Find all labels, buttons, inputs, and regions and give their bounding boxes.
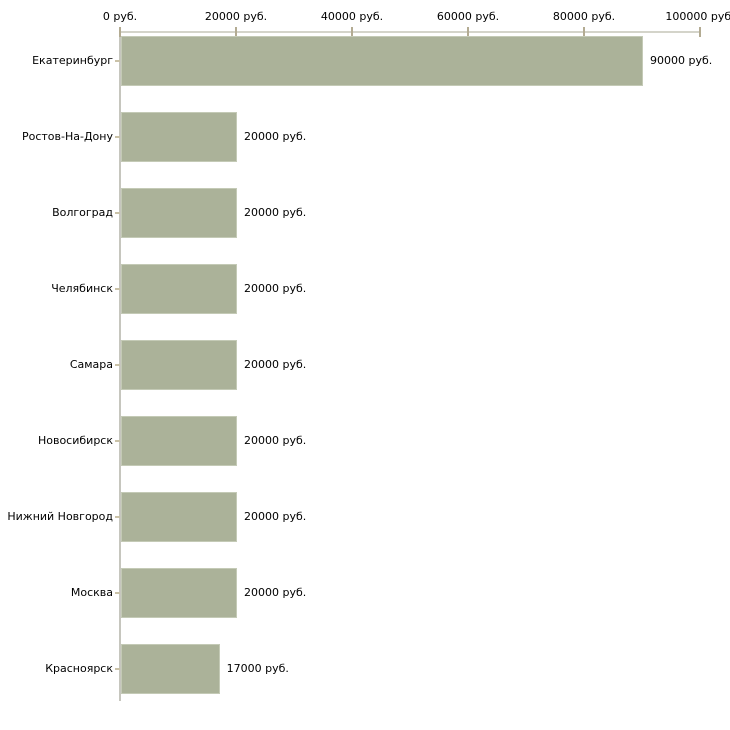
category-label: Самара xyxy=(69,358,113,371)
category-label: Волгоград xyxy=(52,206,113,219)
bar xyxy=(121,264,237,314)
x-axis-tick xyxy=(583,27,585,37)
value-label: 20000 руб. xyxy=(244,434,307,447)
x-axis-line xyxy=(120,31,701,33)
category-label: Новосибирск xyxy=(37,434,113,447)
x-axis-tick xyxy=(699,27,701,37)
category-label: Челябинск xyxy=(51,282,113,295)
y-axis-tick xyxy=(115,136,120,138)
x-axis-tick xyxy=(235,27,237,37)
bar xyxy=(121,568,237,618)
x-axis-tick-label: 40000 руб. xyxy=(320,10,384,23)
category-label: Екатеринбург xyxy=(32,54,113,67)
category-label: Красноярск xyxy=(45,662,113,675)
y-axis-tick xyxy=(115,516,120,518)
x-axis-tick xyxy=(351,27,353,37)
value-label: 20000 руб. xyxy=(244,358,307,371)
value-label: 20000 руб. xyxy=(244,586,307,599)
y-axis-tick xyxy=(115,60,120,62)
value-label: 17000 руб. xyxy=(226,662,289,675)
bar xyxy=(121,416,237,466)
value-label: 20000 руб. xyxy=(244,510,307,523)
category-label: Москва xyxy=(70,586,113,599)
value-label: 20000 руб. xyxy=(244,206,307,219)
bar xyxy=(121,644,220,694)
bar xyxy=(121,112,237,162)
y-axis-tick xyxy=(115,364,120,366)
bar xyxy=(121,340,237,390)
bar xyxy=(121,36,643,86)
y-axis-line xyxy=(119,31,121,701)
value-label: 20000 руб. xyxy=(244,130,307,143)
x-axis-tick-label: 100000 руб. xyxy=(665,10,730,23)
y-axis-tick xyxy=(115,212,120,214)
x-axis-tick xyxy=(119,27,121,37)
value-label: 20000 руб. xyxy=(244,282,307,295)
x-axis-tick-label: 20000 руб. xyxy=(204,10,268,23)
bar xyxy=(121,492,237,542)
x-axis-tick xyxy=(467,27,469,37)
x-axis-tick-label: 0 руб. xyxy=(102,10,138,23)
category-label: Нижний Новгород xyxy=(7,510,113,523)
category-label: Ростов-На-Дону xyxy=(21,130,113,143)
value-label: 90000 руб. xyxy=(650,54,713,67)
y-axis-tick xyxy=(115,668,120,670)
y-axis-tick xyxy=(115,288,120,290)
x-axis-tick-label: 60000 руб. xyxy=(436,10,500,23)
bar xyxy=(121,188,237,238)
y-axis-tick xyxy=(115,440,120,442)
x-axis-tick-label: 80000 руб. xyxy=(552,10,616,23)
y-axis-tick xyxy=(115,592,120,594)
